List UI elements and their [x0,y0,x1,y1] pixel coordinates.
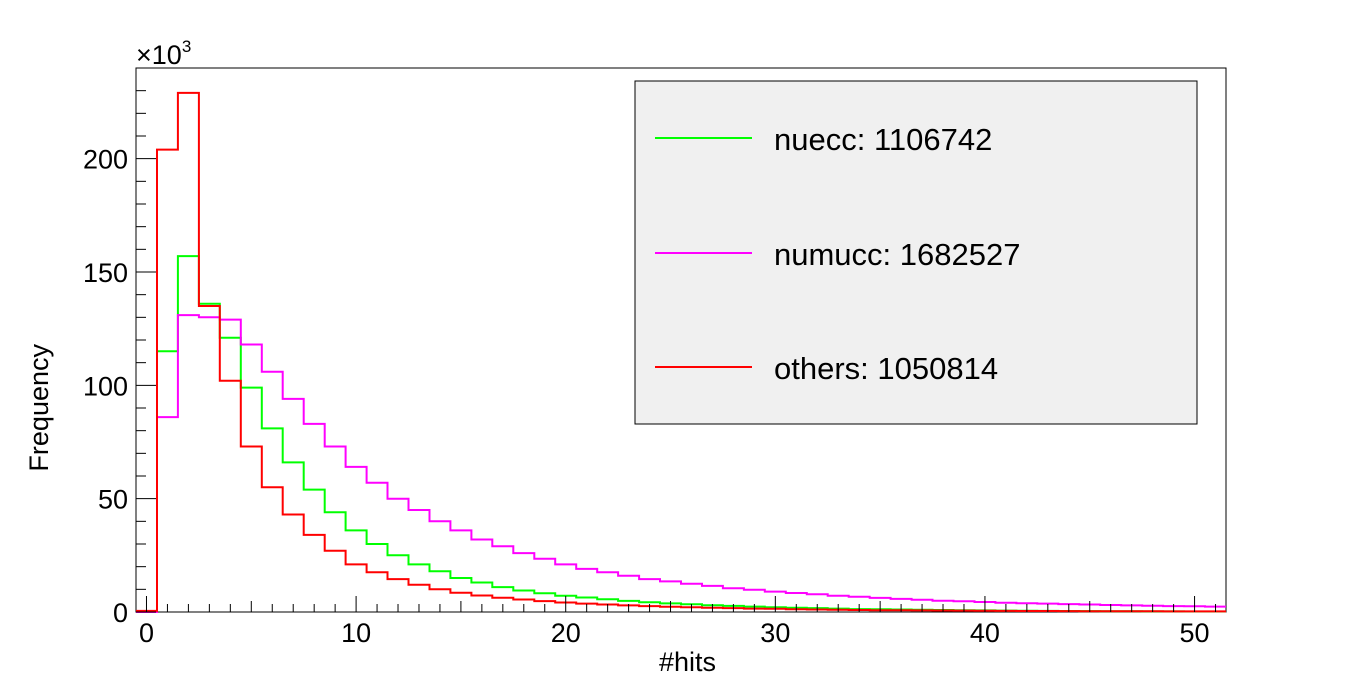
x-tick-label: 10 [341,618,371,648]
x-tick-label: 30 [760,618,790,648]
x-axis: 0 10 20 30 40 50 [139,596,1217,648]
y-multiplier: ×103 [136,37,191,70]
legend-label-others: others: 1050814 [774,351,998,386]
y-axis-label: Frequency [24,344,54,472]
y-tick-label: 0 [113,598,128,628]
legend-label-nuecc: nuecc: 1106742 [774,122,992,157]
x-tick-label: 0 [139,618,154,648]
y-axis: 0 50 100 150 200 [83,90,156,628]
x-tick-label: 50 [1180,618,1210,648]
legend-label-numucc: numucc: 1682527 [774,237,1020,272]
legend-item-others: others: 1050814 [655,351,998,386]
x-tick-label: 20 [551,618,581,648]
series-others-line [136,91,1226,613]
y-tick-label: 50 [98,485,128,515]
legend-item-numucc: numucc: 1682527 [655,237,1020,272]
legend: nuecc: 1106742 numucc: 1682527 others: 1… [634,80,1198,425]
x-axis-label: #hits [659,647,716,677]
y-tick-label: 150 [83,258,128,288]
x-tick-label: 40 [970,618,1000,648]
y-tick-label: 100 [83,371,128,401]
legend-item-nuecc: nuecc: 1106742 [655,122,992,157]
y-tick-label: 200 [83,145,128,175]
series-numucc-line [136,314,1226,613]
